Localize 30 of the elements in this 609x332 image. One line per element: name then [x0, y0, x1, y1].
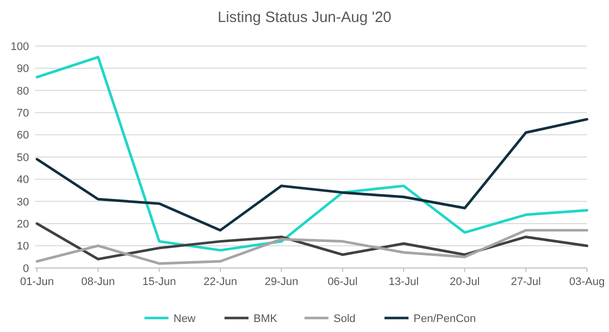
y-tick-label: 100	[10, 40, 29, 53]
line-series	[36, 228, 588, 265]
x-tick-label: 22-Jun	[204, 276, 238, 288]
x-tick-label: 06-Jul	[328, 276, 358, 288]
x-tick-label: 08-Jun	[81, 276, 115, 288]
line-series	[36, 118, 588, 232]
y-tick-label: 50	[16, 152, 29, 164]
legend-label: Sold	[334, 312, 356, 325]
y-tick-label: 0	[22, 262, 29, 275]
chart-title: Listing Status Jun-Aug '20	[218, 9, 392, 26]
y-tick-label: 40	[16, 174, 29, 186]
line-series	[36, 56, 588, 252]
y-tick-label: 70	[16, 107, 29, 120]
line-series	[36, 222, 588, 260]
x-tick-label: 27-Jul	[510, 276, 541, 288]
x-tick-label: 01-Jun	[20, 276, 54, 288]
x-tick-label: 15-Jun	[142, 276, 176, 288]
legend-label: New	[174, 312, 196, 325]
y-tick-label: 60	[16, 130, 29, 142]
x-tick-label: 13-Jul	[388, 276, 419, 288]
y-tick-label: 10	[16, 240, 29, 253]
y-tick-label: 20	[16, 218, 29, 230]
legend-label: BMK	[254, 312, 278, 325]
y-tick-label: 30	[16, 196, 29, 208]
legend-label: Pen/PenCon	[414, 312, 476, 325]
x-tick-label: 29-Jun	[264, 276, 298, 288]
y-tick-label: 90	[16, 63, 29, 76]
y-tick-label: 80	[16, 85, 29, 98]
x-tick-label: 20-Jul	[450, 276, 480, 288]
x-tick-label: 03-Aug	[569, 276, 605, 288]
